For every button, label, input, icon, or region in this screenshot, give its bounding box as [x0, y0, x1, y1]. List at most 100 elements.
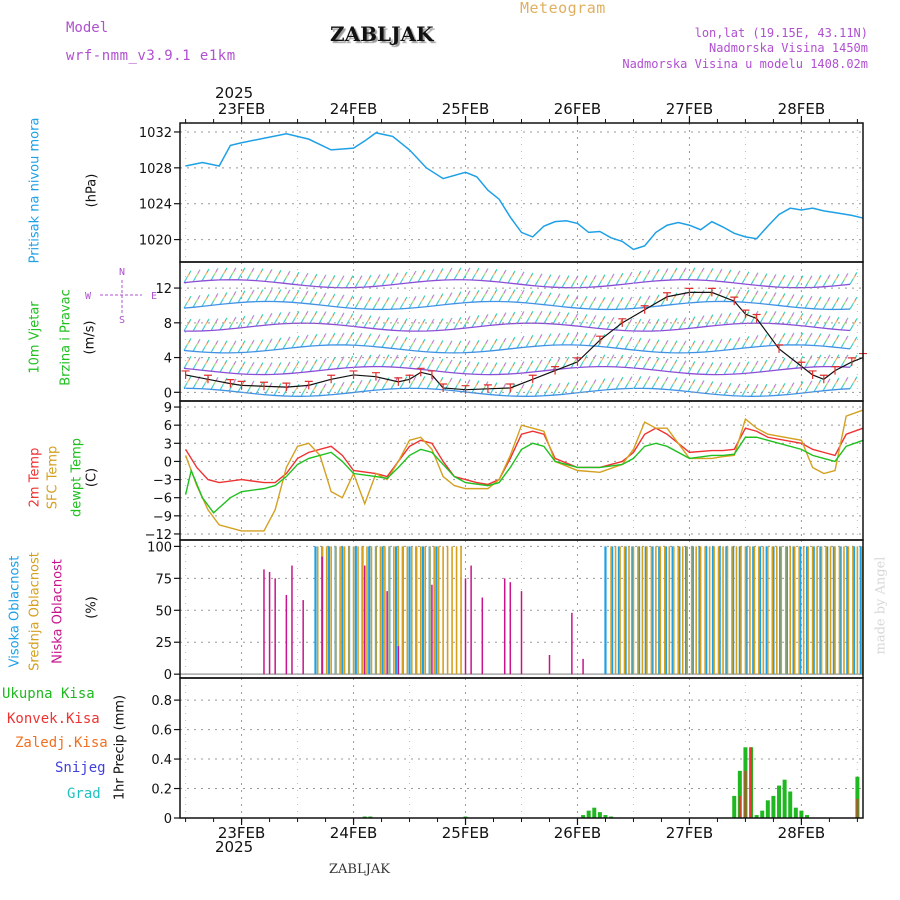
- wind-barb: [669, 359, 678, 373]
- wind-barb: [822, 274, 831, 288]
- wind-barb: [426, 339, 435, 353]
- wind-row-line: [183, 365, 851, 376]
- wind-barb: [300, 310, 309, 324]
- wind-barb: [354, 332, 363, 346]
- precip-total-bar: [586, 810, 591, 818]
- wind-barb: [516, 289, 525, 303]
- wind-barb: [732, 336, 741, 350]
- x-label-bottom: 26FEB: [554, 824, 601, 842]
- precip-total-bar: [777, 785, 782, 818]
- wind-barb: [543, 358, 552, 372]
- wind-barb: [390, 354, 399, 368]
- wind-barb: [327, 357, 336, 370]
- wind-barb: [192, 339, 201, 352]
- wind-barb: [786, 382, 795, 395]
- wind-barb: [408, 270, 417, 284]
- wind-barb: [282, 270, 291, 284]
- y-tick-label: 0.2: [151, 783, 172, 798]
- wind-barb: [606, 316, 615, 330]
- wind-gust-marker: [282, 382, 291, 392]
- y-tick-label: 0.4: [151, 753, 172, 768]
- wind-gust-marker: [808, 370, 817, 379]
- wind-barb: [588, 274, 597, 288]
- wind-barb: [813, 333, 822, 346]
- wind-barb: [183, 318, 192, 332]
- wind-barb: [471, 289, 480, 303]
- wind-barb: [372, 297, 381, 310]
- wind-barb: [552, 274, 561, 288]
- wind-barb: [471, 315, 480, 328]
- wind-barb: [192, 295, 201, 308]
- wind-barb: [345, 295, 354, 309]
- wind-barb: [678, 267, 687, 281]
- wind-barb: [381, 335, 390, 348]
- y-tick-label: −9: [153, 510, 172, 525]
- wind-gust-marker: [730, 296, 739, 306]
- wind-barb: [669, 377, 678, 391]
- bottom-year-label: 2025: [215, 838, 254, 856]
- wind-barb: [570, 295, 579, 308]
- wind-barb: [318, 292, 327, 306]
- wind-barb: [615, 297, 624, 310]
- wind-barb: [498, 362, 507, 375]
- y-tick-label: 0: [164, 812, 172, 827]
- wind-barb: [777, 293, 786, 306]
- wind-barb: [633, 318, 642, 332]
- wind-barb: [750, 335, 759, 348]
- compass-label-N: N: [119, 267, 125, 278]
- wind-barb: [822, 378, 831, 392]
- wind-barb: [327, 382, 336, 396]
- wind-barb: [768, 358, 777, 372]
- legend-frozen-rain: Zaledj.Kisa: [15, 735, 108, 751]
- station-title: ZABLJAK: [330, 22, 434, 46]
- wind-row-line: [183, 322, 851, 332]
- wind-barb: [651, 357, 660, 371]
- wind-barb: [282, 311, 291, 325]
- wind-barb: [831, 377, 840, 391]
- wind-barb: [759, 291, 768, 304]
- wind-barb: [804, 332, 813, 346]
- wind-barb: [696, 380, 705, 393]
- wind-barb: [777, 332, 786, 346]
- wind-barb: [345, 355, 354, 369]
- wind-barb: [255, 339, 264, 352]
- wind-barb: [831, 316, 840, 330]
- wind-barb: [669, 267, 678, 281]
- wind-barb: [300, 383, 309, 397]
- wind-barb: [318, 333, 327, 346]
- wind-barb: [786, 294, 795, 307]
- wind-barb: [786, 275, 795, 288]
- wind-barb: [768, 274, 777, 287]
- wind-barb: [849, 336, 858, 350]
- wind-barb: [327, 293, 336, 307]
- wind-barb: [570, 381, 579, 394]
- y-tick-label: 0.6: [151, 724, 172, 739]
- wind-barb: [471, 340, 480, 353]
- wind-barb: [777, 274, 786, 288]
- wind-barb: [408, 355, 417, 369]
- wind-barb: [786, 356, 795, 370]
- wind-barb: [660, 268, 669, 281]
- wind-row-line: [183, 387, 851, 397]
- wind-barb: [390, 335, 399, 349]
- wind-barb: [336, 275, 345, 288]
- wind-barb: [570, 313, 579, 326]
- wind-barb: [840, 297, 849, 310]
- y-tick-label: 1032: [139, 126, 172, 141]
- wind-barb: [228, 267, 237, 281]
- wind-barb: [678, 378, 687, 391]
- wind-barb: [561, 275, 570, 288]
- wind-barb: [318, 311, 327, 324]
- y-tick-label: 25: [155, 636, 172, 651]
- wind-barb: [219, 292, 228, 305]
- wind-barb: [417, 376, 426, 389]
- wind-barb: [543, 292, 552, 305]
- wind-gust-marker: [371, 372, 380, 381]
- wind-barb: [813, 379, 822, 393]
- wind-barb: [579, 332, 588, 346]
- wind-barb: [417, 269, 426, 283]
- wind-barb: [246, 267, 255, 281]
- wind-barb: [354, 314, 363, 327]
- wind-barb: [741, 271, 750, 285]
